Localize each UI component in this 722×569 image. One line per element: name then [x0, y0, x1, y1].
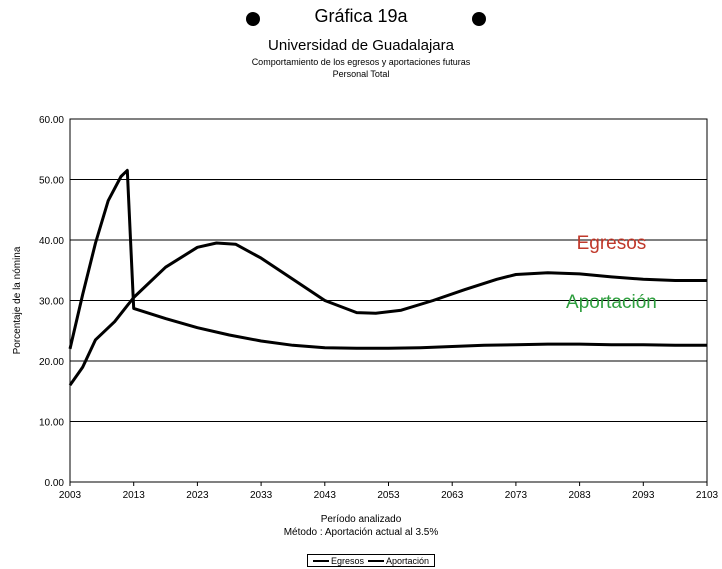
chart-subtitle: Universidad de Guadalajara [268, 37, 454, 54]
series-line-aportacion [68, 241, 707, 387]
series-annotation-1: Aportación [566, 292, 657, 313]
legend-label-egresos: Egresos [331, 555, 365, 566]
y-tick-label: 60.00 [39, 115, 64, 126]
legend-line-egresos [313, 559, 329, 562]
x-tick-label: 2053 [377, 490, 400, 501]
y-tick-label: 0.00 [45, 478, 65, 489]
x-tick-label: 2073 [505, 490, 528, 501]
x-tick-label: 2023 [186, 490, 209, 501]
legend-line-aportacion [368, 559, 385, 562]
x-tick-label: 2003 [59, 490, 82, 501]
x-tick-label: 2093 [632, 490, 655, 501]
chart-population: Personal Total [332, 69, 390, 79]
series-annotation-0: Egresos [577, 233, 647, 254]
x-tick-label: 2033 [250, 490, 273, 501]
y-tick-label: 40.00 [39, 236, 64, 247]
legend-label-aportacion: Aportación [386, 555, 430, 566]
y-tick-label: 10.00 [39, 418, 64, 429]
legend: Egresos Aportación [307, 554, 436, 567]
method-note: Método : Aportación actual al 3.5% [283, 527, 439, 538]
x-tick-label: 2063 [441, 490, 464, 501]
x-tick-label: 2043 [314, 490, 337, 501]
y-tick-label: 30.00 [39, 297, 64, 308]
x-tick-label: 2103 [696, 490, 719, 501]
series-line-egresos [68, 168, 707, 350]
x-tick-label: 2083 [568, 490, 591, 501]
y-tick-label: 20.00 [39, 357, 64, 368]
title-row: Gráfica 19a [0, 6, 722, 27]
title-bullet-left [246, 12, 260, 26]
x-axis-label: Período analizado [320, 514, 402, 525]
y-tick-label: 50.00 [39, 176, 64, 187]
chart-description: Comportamiento de los egresos y aportaci… [251, 57, 471, 67]
legend-item-aportacion: Aportación [368, 556, 429, 566]
legend-item-egresos: Egresos [313, 556, 364, 566]
title-bullet-right [472, 12, 486, 26]
y-axis-label: Porcentaje de la nómina [12, 246, 23, 354]
chart-title: Gráfica 19a [314, 6, 408, 26]
x-tick-label: 2013 [123, 490, 146, 501]
